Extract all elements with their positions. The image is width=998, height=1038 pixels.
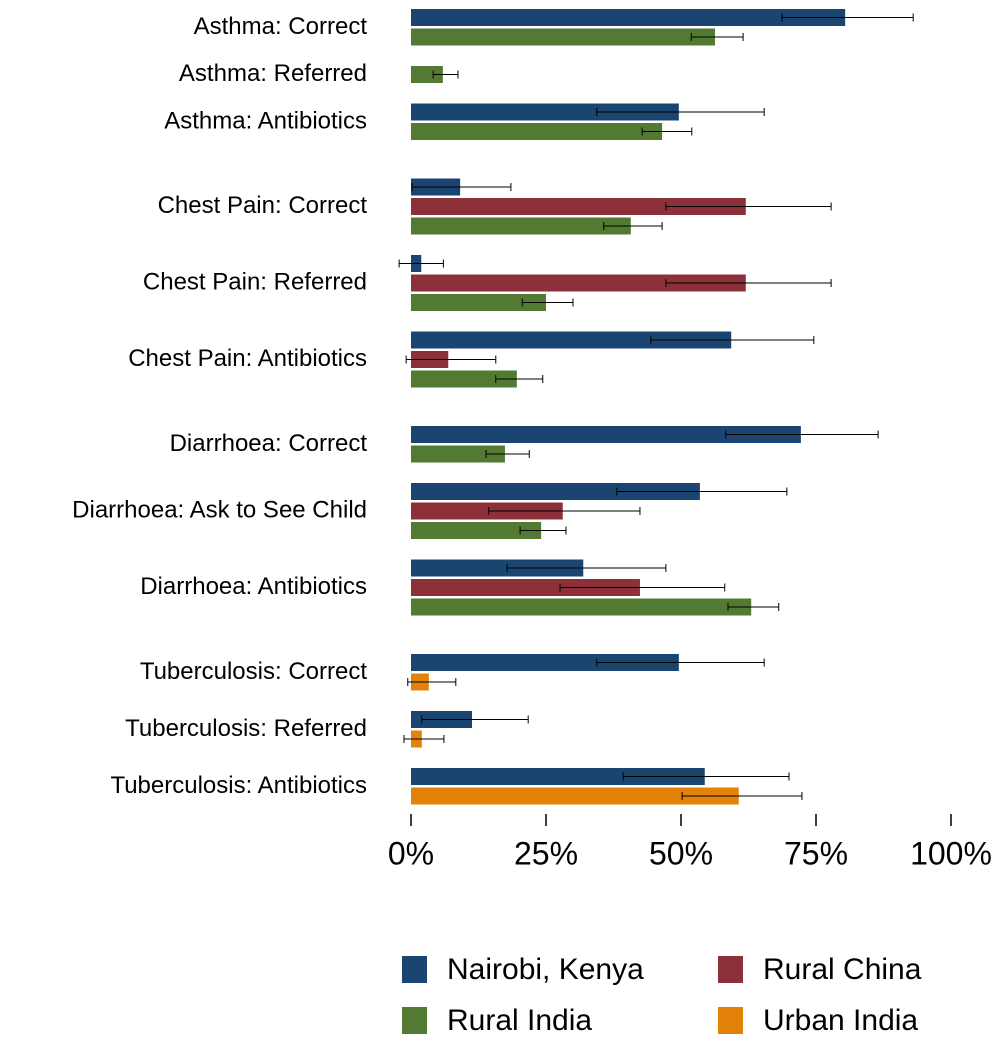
bar [411,198,746,215]
error-bar [603,222,663,230]
category-label: Diarrhoea: Correct [170,430,368,457]
error-bar [521,298,574,307]
category-label: Tuberculosis: Correct [140,658,368,685]
x-tick-label: 50% [649,835,713,871]
error-bar [485,450,530,458]
bar [411,502,563,520]
bar [411,217,631,235]
error-bar [781,13,914,22]
legend-swatch [402,956,427,983]
category-label: Chest Pain: Referred [143,269,367,296]
error-bar [405,355,497,364]
error-bar [488,507,641,515]
x-tick-label: 100% [910,835,992,871]
bar [411,522,542,539]
bar [411,768,705,785]
category-label: Tuberculosis: Referred [125,715,367,742]
category-label: Chest Pain: Antibiotics [128,345,367,372]
bar [411,28,716,46]
bar [411,66,443,83]
category-label: Asthma: Correct [194,13,368,40]
bar [411,787,739,805]
error-bar [622,772,790,781]
category-label: Tuberculosis: Antibiotics [110,772,367,799]
bar [411,123,663,140]
x-tick-label: 0% [388,835,434,871]
error-bar [407,678,457,686]
error-bar [665,202,832,211]
bar [411,654,679,671]
error-bar [725,430,879,439]
error-bar [506,564,667,572]
error-bar [596,658,765,667]
error-bar [681,792,803,800]
bar [411,559,584,577]
error-bar [641,127,693,136]
error-bar [559,583,726,592]
bar [411,483,700,500]
error-bar [421,715,529,724]
category-label: Chest Pain: Correct [158,192,368,219]
category-label: Asthma: Referred [179,60,367,87]
bar [411,103,679,121]
bar [411,331,732,349]
error-bar [616,487,788,496]
x-tick-label: 75% [784,835,848,871]
legend-label: Nairobi, Kenya [447,953,644,986]
error-bar [403,735,445,743]
bar [411,274,746,292]
legend-swatch [402,1007,427,1034]
bar [411,370,517,388]
bar [411,445,505,463]
category-label: Diarrhoea: Antibiotics [140,573,367,600]
bar [411,598,752,616]
error-bar [519,526,567,535]
legend-label: Rural China [763,953,922,986]
error-bar [495,375,544,383]
error-bar [432,70,459,79]
bar [411,579,640,596]
error-bar [398,259,444,268]
error-bar [650,336,815,344]
error-bar [690,33,744,41]
category-label: Diarrhoea: Ask to See Child [72,497,367,524]
bar [411,294,546,311]
bar [411,426,801,443]
legend-label: Rural India [447,1004,592,1037]
error-bar [665,279,832,287]
legend-swatch [718,956,743,983]
error-bar [727,603,780,611]
legend-label: Urban India [763,1004,918,1037]
bar [411,9,846,26]
x-tick-label: 25% [514,835,578,871]
error-bar [596,108,765,116]
legend-swatch [718,1007,743,1034]
category-label: Asthma: Antibiotics [164,107,367,134]
error-bar [411,183,512,191]
